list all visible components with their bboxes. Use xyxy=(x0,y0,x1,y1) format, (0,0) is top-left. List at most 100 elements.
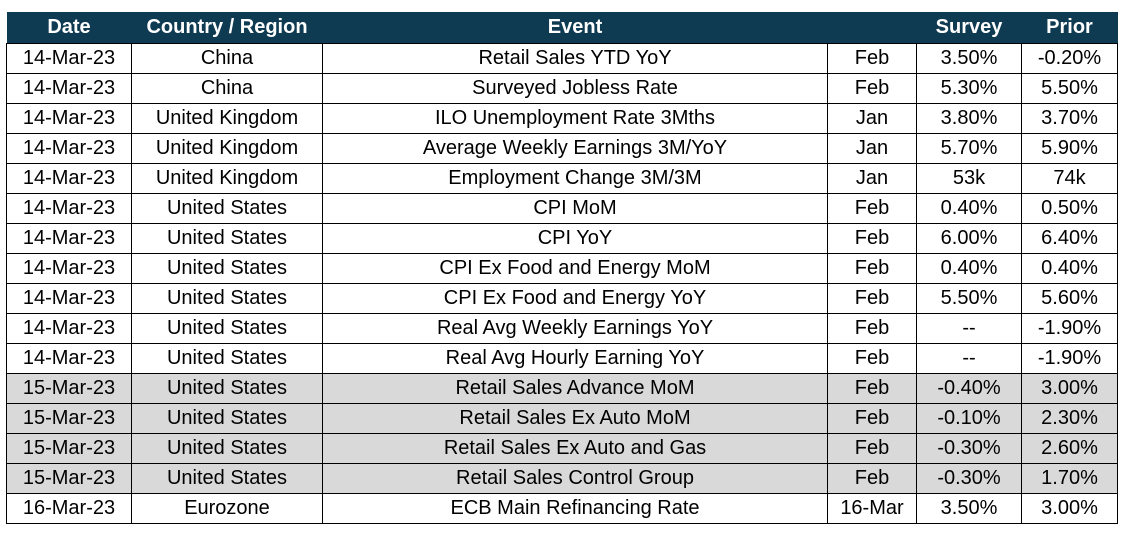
cell-event: Employment Change 3M/3M xyxy=(322,162,828,194)
cell-country: United States xyxy=(131,432,323,464)
cell-prior: 5.60% xyxy=(1021,282,1118,314)
table-row: 14-Mar-23 United Kingdom Employment Chan… xyxy=(6,162,1118,194)
cell-date: 14-Mar-23 xyxy=(6,312,132,344)
cell-survey: -0.30% xyxy=(916,432,1022,464)
cell-survey: 6.00% xyxy=(916,222,1022,254)
cell-survey: 53k xyxy=(916,162,1022,194)
cell-period: Feb xyxy=(827,462,917,494)
cell-prior: 1.70% xyxy=(1021,462,1118,494)
table-row: 15-Mar-23 United States Retail Sales Adv… xyxy=(6,372,1118,404)
cell-survey: 3.50% xyxy=(916,492,1022,524)
table-row: 15-Mar-23 United States Retail Sales Ex … xyxy=(6,402,1118,434)
cell-country: United States xyxy=(131,282,323,314)
cell-date: 14-Mar-23 xyxy=(6,102,132,134)
cell-date: 14-Mar-23 xyxy=(6,222,132,254)
cell-prior: 0.50% xyxy=(1021,192,1118,224)
cell-prior: 5.50% xyxy=(1021,72,1118,104)
table-row: 14-Mar-23 China Retail Sales YTD YoY Feb… xyxy=(6,42,1118,74)
cell-event: Real Avg Hourly Earning YoY xyxy=(322,342,828,374)
cell-date: 15-Mar-23 xyxy=(6,402,132,434)
header-period xyxy=(828,12,917,43)
cell-event: Surveyed Jobless Rate xyxy=(322,72,828,104)
cell-prior: 6.40% xyxy=(1021,222,1118,254)
cell-event: ECB Main Refinancing Rate xyxy=(322,492,828,524)
cell-date: 15-Mar-23 xyxy=(6,432,132,464)
table-row: 14-Mar-23 United States CPI Ex Food and … xyxy=(6,252,1118,284)
table-row: 15-Mar-23 United States Retail Sales Ex … xyxy=(6,432,1118,464)
cell-period: Jan xyxy=(827,162,917,194)
cell-survey: -0.10% xyxy=(916,402,1022,434)
economic-calendar-table: Date Country / Region Event Survey Prior… xyxy=(6,12,1118,524)
cell-country: United States xyxy=(131,192,323,224)
cell-prior: 3.00% xyxy=(1021,372,1118,404)
cell-survey: 5.50% xyxy=(916,282,1022,314)
cell-event: Retail Sales Ex Auto MoM xyxy=(322,402,828,434)
cell-date: 14-Mar-23 xyxy=(6,42,132,74)
cell-event: Retail Sales Ex Auto and Gas xyxy=(322,432,828,464)
cell-event: Retail Sales Control Group xyxy=(322,462,828,494)
cell-survey: -- xyxy=(916,342,1022,374)
header-date: Date xyxy=(47,15,91,38)
table-row: 14-Mar-23 United States Real Avg Hourly … xyxy=(6,342,1118,374)
header-event: Event xyxy=(547,15,603,38)
cell-country: United States xyxy=(131,462,323,494)
cell-survey: 0.40% xyxy=(916,192,1022,224)
cell-prior: 2.60% xyxy=(1021,432,1118,464)
cell-event: CPI Ex Food and Energy YoY xyxy=(322,282,828,314)
cell-period: Feb xyxy=(827,432,917,464)
header-country: Country / Region xyxy=(146,15,308,38)
cell-date: 14-Mar-23 xyxy=(6,162,132,194)
cell-period: Feb xyxy=(827,42,917,74)
cell-prior: -1.90% xyxy=(1021,342,1118,374)
cell-period: Feb xyxy=(827,192,917,224)
cell-date: 15-Mar-23 xyxy=(6,372,132,404)
cell-survey: 3.80% xyxy=(916,102,1022,134)
cell-period: Feb xyxy=(827,402,917,434)
cell-survey: -0.30% xyxy=(916,462,1022,494)
cell-prior: 74k xyxy=(1021,162,1118,194)
cell-country: United States xyxy=(131,402,323,434)
table-header-row: Date Country / Region Event Survey Prior xyxy=(6,12,1118,43)
header-survey: Survey xyxy=(935,15,1003,38)
cell-event: Retail Sales YTD YoY xyxy=(322,42,828,74)
cell-prior: 3.70% xyxy=(1021,102,1118,134)
cell-period: Jan xyxy=(827,132,917,164)
table-row: 14-Mar-23 United Kingdom ILO Unemploymen… xyxy=(6,102,1118,134)
cell-prior: 3.00% xyxy=(1021,492,1118,524)
table-row: 15-Mar-23 United States Retail Sales Con… xyxy=(6,462,1118,494)
cell-prior: 5.90% xyxy=(1021,132,1118,164)
cell-country: China xyxy=(131,72,323,104)
cell-prior: 0.40% xyxy=(1021,252,1118,284)
cell-event: CPI YoY xyxy=(322,222,828,254)
header-prior: Prior xyxy=(1046,15,1093,38)
cell-date: 14-Mar-23 xyxy=(6,192,132,224)
cell-date: 14-Mar-23 xyxy=(6,342,132,374)
cell-event: CPI Ex Food and Energy MoM xyxy=(322,252,828,284)
cell-country: United Kingdom xyxy=(131,162,323,194)
cell-survey: 5.70% xyxy=(916,132,1022,164)
table-row: 16-Mar-23 Eurozone ECB Main Refinancing … xyxy=(6,492,1118,524)
cell-event: Average Weekly Earnings 3M/YoY xyxy=(322,132,828,164)
cell-country: Eurozone xyxy=(131,492,323,524)
cell-event: Retail Sales Advance MoM xyxy=(322,372,828,404)
cell-period: Feb xyxy=(827,372,917,404)
cell-prior: -1.90% xyxy=(1021,312,1118,344)
cell-period: Feb xyxy=(827,342,917,374)
cell-survey: -- xyxy=(916,312,1022,344)
table-row: 14-Mar-23 United States Real Avg Weekly … xyxy=(6,312,1118,344)
cell-prior: -0.20% xyxy=(1021,42,1118,74)
cell-period: Feb xyxy=(827,222,917,254)
cell-period: Feb xyxy=(827,282,917,314)
cell-event: Real Avg Weekly Earnings YoY xyxy=(322,312,828,344)
cell-date: 15-Mar-23 xyxy=(6,462,132,494)
cell-country: United States xyxy=(131,372,323,404)
cell-event: CPI MoM xyxy=(322,192,828,224)
table-row: 14-Mar-23 United States CPI YoY Feb 6.00… xyxy=(6,222,1118,254)
table-row: 14-Mar-23 China Surveyed Jobless Rate Fe… xyxy=(6,72,1118,104)
cell-date: 16-Mar-23 xyxy=(6,492,132,524)
cell-country: United States xyxy=(131,252,323,284)
cell-country: China xyxy=(131,42,323,74)
cell-prior: 2.30% xyxy=(1021,402,1118,434)
cell-date: 14-Mar-23 xyxy=(6,72,132,104)
cell-date: 14-Mar-23 xyxy=(6,282,132,314)
